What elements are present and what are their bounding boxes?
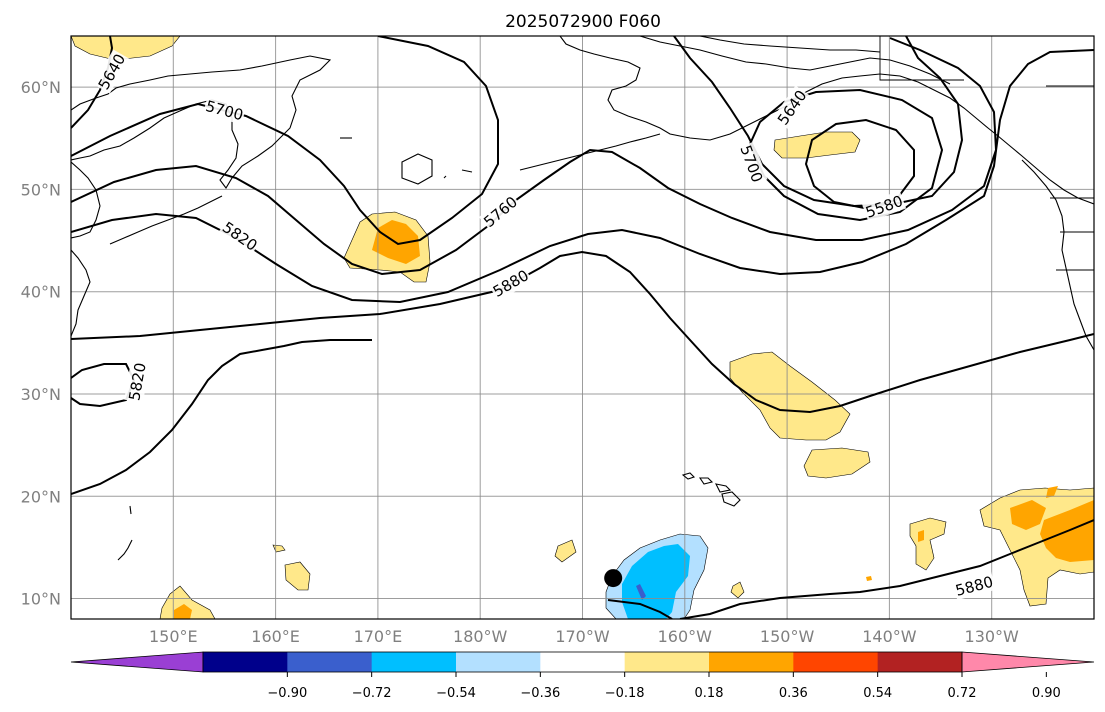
contour-5580 (804, 118, 915, 210)
lon-tick-label: 150°W (760, 627, 815, 646)
colorbar-tick-label: −0.36 (520, 686, 560, 701)
lon-tick-label: 170°W (555, 627, 610, 646)
colorbar-segment (793, 652, 879, 672)
contour-5820 (71, 49, 1094, 304)
colorbar-segment (371, 652, 457, 672)
colorbar-extend-low (70, 651, 204, 673)
colorbar-segment (624, 652, 710, 672)
colorbar-tick-label: 0.36 (779, 686, 808, 701)
colorbar-segment (877, 652, 963, 672)
colorbar-tick-label: 0.54 (863, 686, 892, 701)
storm-center-marker (604, 569, 623, 588)
contour-5880 (71, 250, 1094, 414)
colorbar-extend-high (961, 651, 1095, 673)
longitude-labels: 150°E 160°E 170°E 180°W 170°W 160°W 150°W 140°W… (149, 627, 1019, 646)
contour-5760 (71, 37, 998, 276)
positive-shade (71, 36, 181, 61)
colorbar-segment (203, 652, 288, 672)
positive-shade (918, 530, 924, 542)
negative-shade (622, 544, 690, 619)
contour-blue-area (607, 599, 673, 619)
colorbar-segment (540, 652, 626, 672)
colorbar-labels: −0.90 −0.72 −0.54 −0.36 −0.18 0.18 0.36 0.54 0.7… (267, 672, 1061, 701)
colorbar-tick-label: −0.54 (436, 686, 476, 701)
colorbar-tick-label: −0.18 (605, 686, 645, 701)
positive-shade (1046, 486, 1058, 498)
positive-shade (773, 131, 861, 159)
plot-frame (70, 35, 1095, 620)
colorbar-tick-label: 0.18 (695, 686, 724, 701)
positive-shade (866, 576, 872, 581)
positive-shade (174, 604, 192, 619)
lat-tick-label: 10°N (21, 590, 61, 609)
lat-tick-label: 40°N (21, 283, 61, 302)
colorbar (70, 651, 1095, 673)
contour-lines (71, 36, 1094, 619)
lat-tick-label: 30°N (21, 385, 61, 404)
colorbar-tick-label: 0.90 (1032, 686, 1061, 701)
lon-tick-label: 160°W (658, 627, 713, 646)
positive-shade (284, 561, 311, 591)
negative-shade (636, 584, 646, 600)
lat-tick-label: 60°N (21, 78, 61, 97)
contour-5880-south (71, 339, 372, 495)
colorbar-tick-label: 0.72 (948, 686, 977, 701)
positive-shade (554, 539, 577, 563)
lat-tick-label: 50°N (21, 180, 61, 199)
positive-shade (909, 517, 947, 571)
colorbar-segment (456, 652, 541, 672)
latitude-labels: 10°N 20°N 30°N 40°N 50°N 60°N (21, 78, 61, 608)
contour-5880-southeast (679, 519, 1094, 619)
lon-tick-label: 160°E (251, 627, 300, 646)
colorbar-segment (287, 652, 373, 672)
lon-tick-label: 180°W (453, 627, 508, 646)
positive-shade (729, 351, 851, 441)
positive-shade (1010, 500, 1046, 530)
lat-tick-label: 20°N (21, 487, 61, 506)
colorbar-segment (709, 652, 794, 672)
lon-tick-label: 150°E (149, 627, 198, 646)
coastlines (71, 36, 1094, 561)
plot-title: 2025072900 F060 (505, 12, 661, 32)
contour-5700-east (673, 36, 964, 208)
graticule (71, 36, 1094, 619)
lon-tick-label: 170°E (354, 627, 403, 646)
positive-shade (730, 581, 745, 599)
borders (879, 36, 1094, 271)
colorbar-tick-label: −0.90 (267, 686, 307, 701)
lon-tick-label: 140°W (862, 627, 917, 646)
colorbar-tick-label: −0.72 (352, 686, 392, 701)
lon-tick-label: 130°W (965, 627, 1020, 646)
positive-shade (803, 447, 871, 479)
